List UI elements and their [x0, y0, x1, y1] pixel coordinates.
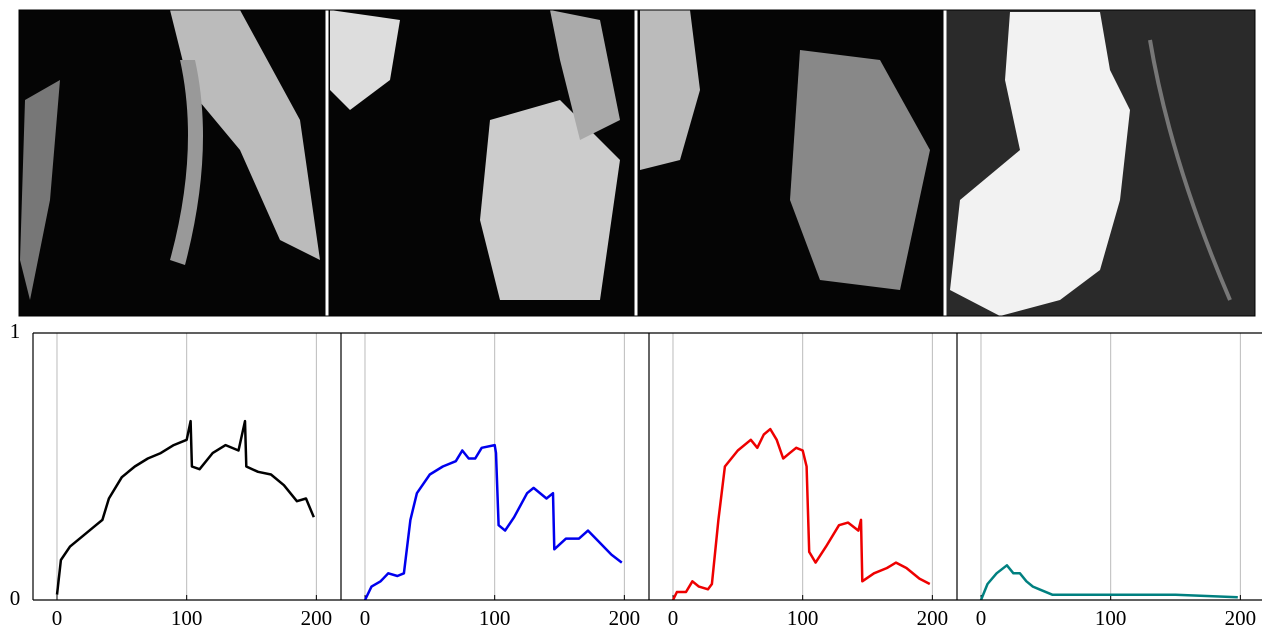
image-strip — [18, 9, 1256, 317]
x-tick-label: 0 — [360, 606, 371, 630]
image-region — [550, 10, 620, 140]
x-tick-label: 100 — [171, 606, 203, 630]
x-tick-label: 200 — [609, 606, 641, 630]
data-line — [671, 427, 931, 601]
y-tick-label: 0 — [10, 586, 21, 610]
image-region — [640, 10, 700, 170]
x-tick-label: 200 — [301, 606, 333, 630]
image-border — [18, 9, 1256, 317]
x-tick-label: 0 — [52, 606, 63, 630]
image-region — [790, 50, 930, 290]
data-line — [979, 564, 1238, 601]
image-road — [1148, 39, 1232, 301]
image-region — [170, 60, 203, 265]
data-line — [55, 419, 315, 595]
x-tick-label: 0 — [668, 606, 679, 630]
image-region — [170, 10, 320, 260]
data-line — [363, 443, 623, 601]
y-tick-label: 1 — [10, 319, 21, 343]
x-tick-label: 200 — [1225, 606, 1257, 630]
x-tick-label: 100 — [1095, 606, 1127, 630]
image-region — [330, 10, 400, 110]
x-tick-label: 100 — [787, 606, 819, 630]
x-tick-label: 100 — [479, 606, 511, 630]
image-region — [950, 12, 1130, 316]
image-region — [20, 80, 60, 300]
x-tick-label: 200 — [917, 606, 949, 630]
x-tick-label: 0 — [976, 606, 987, 630]
image-region — [480, 100, 620, 300]
